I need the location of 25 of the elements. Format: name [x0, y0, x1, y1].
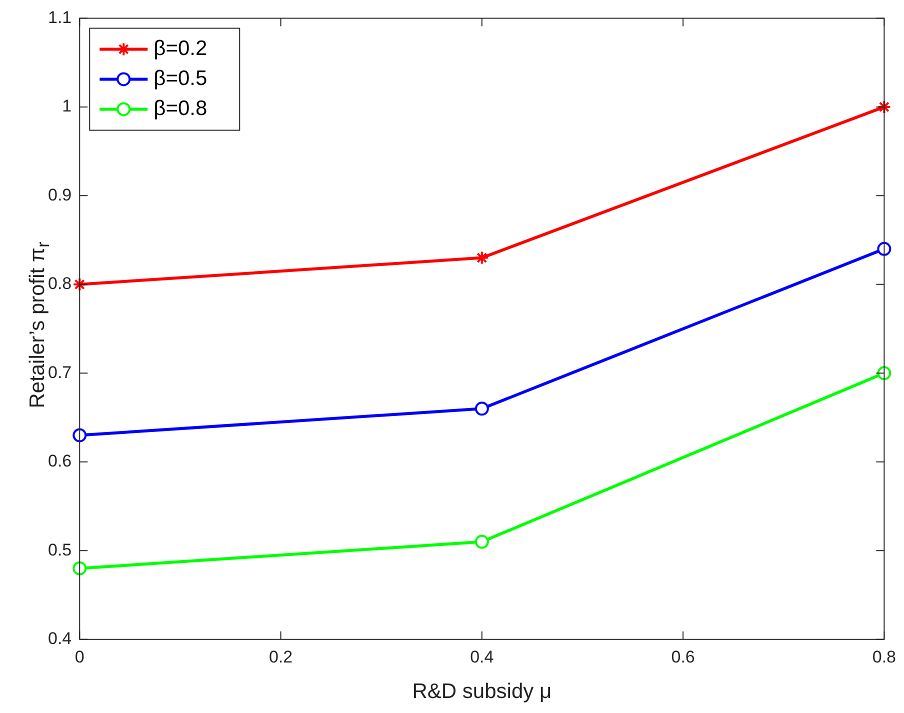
y-tick-label: 1.1: [48, 8, 72, 27]
x-tick-label: 0.6: [671, 647, 695, 666]
y-tick-label: 0.7: [48, 362, 72, 382]
y-tick-label: 1: [62, 96, 72, 116]
point: [877, 242, 892, 256]
y-tick-label: 0.4: [48, 629, 72, 648]
x-tick-label: 0.4: [470, 647, 494, 666]
y-tick-label: 0.5: [48, 540, 72, 560]
point: [72, 428, 87, 442]
y-tick-label: 0.9: [48, 185, 72, 204]
legend-label: β=0.5: [154, 66, 208, 90]
legend-label: β=0.8: [154, 96, 208, 120]
y-tick-label: 0.6: [48, 452, 72, 471]
y-tick-label: 0.8: [48, 274, 72, 294]
x-tick-label: 0.2: [268, 647, 293, 666]
x-axis-title: R&D subsidy μ: [412, 680, 552, 704]
x-tick-label: 0.8: [872, 647, 896, 666]
point: [474, 250, 489, 265]
point: [474, 534, 489, 549]
point: [877, 100, 892, 114]
x-tick-label: 0: [74, 647, 84, 666]
point: [72, 277, 87, 292]
point: [474, 402, 489, 416]
point: [72, 561, 87, 576]
legend-label: β=0.2: [154, 36, 208, 60]
